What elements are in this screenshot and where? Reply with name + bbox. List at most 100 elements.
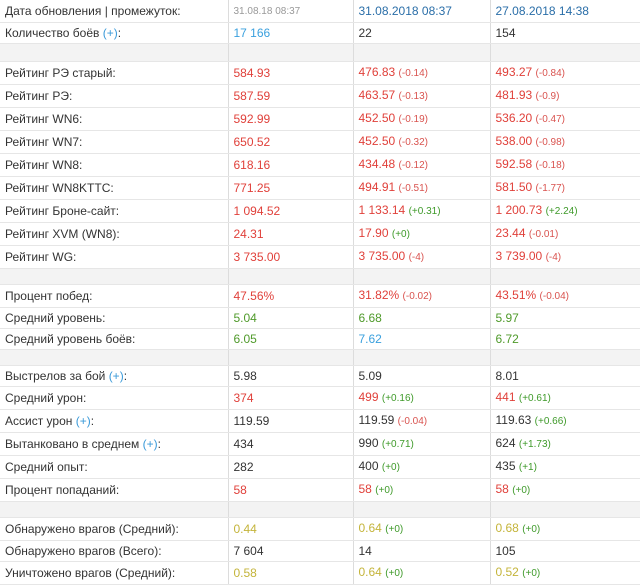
label-cell: Рейтинг WN8: xyxy=(0,153,229,177)
value: 493.27 xyxy=(495,65,533,79)
value: 119.59 xyxy=(233,414,270,428)
spacer-cell xyxy=(0,501,229,518)
value: 3 735.00 xyxy=(358,249,406,263)
value-cell: 5.97 xyxy=(490,307,640,329)
spacer-cell xyxy=(353,268,491,285)
value-cell: 6.72 xyxy=(490,328,640,350)
value: 22 xyxy=(358,26,372,40)
label: Процент попаданий: xyxy=(5,483,120,497)
delta: (-0.9) xyxy=(535,91,560,102)
value-cell: 105 xyxy=(490,540,640,562)
link[interactable]: (+) xyxy=(102,26,118,40)
label: Количество боёв xyxy=(5,26,103,40)
label-cell: Средний урон: xyxy=(0,386,229,410)
delta: (+0) xyxy=(512,485,531,496)
label-cell: Уничтожено врагов (Средний): xyxy=(0,561,229,585)
value-cell: 7 604 xyxy=(228,540,354,562)
value-cell: 31.82% (-0.02) xyxy=(353,284,491,308)
delta: (+0) xyxy=(385,568,404,579)
value: 5.97 xyxy=(495,311,519,325)
link[interactable]: (+) xyxy=(108,369,124,383)
value-cell: 8.01 xyxy=(490,365,640,387)
label: : xyxy=(90,414,95,428)
spacer-row xyxy=(0,43,640,62)
value-cell: 1 094.52 xyxy=(228,199,354,223)
value: 5.98 xyxy=(233,369,257,383)
value-cell: 24.31 xyxy=(228,222,354,246)
value: 0.44 xyxy=(233,522,257,536)
value: 584.93 xyxy=(233,66,271,80)
header-row: Дата обновления | промежуток: 31.08.18 08… xyxy=(0,0,640,23)
value-cell: 17.90 (+0) xyxy=(353,222,491,246)
stat-row: Рейтинг РЭ: 587.59 463.57 (-0.13) 481.93 (-… xyxy=(0,84,640,108)
value: 0.64 xyxy=(358,521,382,535)
value: 23.44 xyxy=(495,226,526,240)
value-cell: 0.64 (+0) xyxy=(353,561,491,585)
value-cell: 3 739.00 (-4) xyxy=(490,245,640,269)
spacer-row xyxy=(0,501,640,518)
value: 3 739.00 xyxy=(495,249,543,263)
value-cell: 119.63 (+0.66) xyxy=(490,409,640,433)
value: 105 xyxy=(495,544,516,558)
value: 119.63 xyxy=(495,413,532,427)
label-cell: Рейтинг WG: xyxy=(0,245,229,269)
value: 618.16 xyxy=(233,158,271,172)
value: 434.48 xyxy=(358,157,396,171)
stat-row: Рейтинг XVM (WN8): 24.31 17.90 (+0) 23.44 (… xyxy=(0,222,640,246)
value: 592.99 xyxy=(233,112,271,126)
label: Ассист урон xyxy=(5,414,76,428)
delta: (+0.61) xyxy=(518,393,551,404)
value-cell: 584.93 xyxy=(228,61,354,85)
label-cell: Обнаружено врагов (Всего): xyxy=(0,540,229,562)
value-cell: 587.59 xyxy=(228,84,354,108)
label: Средний уровень: xyxy=(5,311,106,325)
value: 58 xyxy=(233,483,247,497)
value: 17.90 xyxy=(358,226,389,240)
value-cell: 618.16 xyxy=(228,153,354,177)
value-cell: 592.99 xyxy=(228,107,354,131)
value: 24.31 xyxy=(233,227,264,241)
value: 1 133.14 xyxy=(358,203,406,217)
delta: (-0.47) xyxy=(535,114,565,125)
label-cell: Средний уровень боёв: xyxy=(0,328,229,350)
value-cell: 31.08.18 08:37 xyxy=(228,0,354,23)
value-cell: 452.50 (-0.19) xyxy=(353,107,491,131)
value: 6.68 xyxy=(358,311,382,325)
value-cell: 58 (+0) xyxy=(490,478,640,502)
label: Обнаружено врагов (Средний): xyxy=(5,522,179,536)
link[interactable]: (+) xyxy=(142,437,158,451)
delta: (-0.02) xyxy=(402,291,432,302)
value-cell: 6.05 xyxy=(228,328,354,350)
value: 463.57 xyxy=(358,88,396,102)
value-cell: 47.56% xyxy=(228,284,354,308)
value-cell: 400 (+0) xyxy=(353,455,491,479)
label-cell: Рейтинг WN8KTTC: xyxy=(0,176,229,200)
label-cell: Средний уровень: xyxy=(0,307,229,329)
value-cell: 0.44 xyxy=(228,517,354,541)
delta: (-4) xyxy=(545,252,562,263)
label: Рейтинг WN6: xyxy=(5,112,83,126)
label-cell: Количество боёв (+): xyxy=(0,22,229,44)
value: 592.58 xyxy=(495,157,533,171)
value: 17 166 xyxy=(233,26,271,40)
label: Средний опыт: xyxy=(5,460,88,474)
value: 14 xyxy=(358,544,372,558)
label-cell: Процент побед: xyxy=(0,284,229,308)
value-cell: 536.20 (-0.47) xyxy=(490,107,640,131)
value: 31.08.18 08:37 xyxy=(233,6,301,17)
delta: (+0) xyxy=(391,229,410,240)
label: Средний уровень боёв: xyxy=(5,332,136,346)
value: 5.09 xyxy=(358,369,382,383)
value: 31.82% xyxy=(358,288,400,302)
delta: (-0.84) xyxy=(535,68,565,79)
link[interactable]: (+) xyxy=(75,414,91,428)
delta: (+0) xyxy=(375,485,394,496)
value: 58 xyxy=(495,482,509,496)
value-cell: 5.09 xyxy=(353,365,491,387)
label-cell: Выстрелов за бой (+): xyxy=(0,365,229,387)
delta: (-0.32) xyxy=(398,137,428,148)
value: 624 xyxy=(495,436,516,450)
spacer-cell xyxy=(0,349,229,366)
